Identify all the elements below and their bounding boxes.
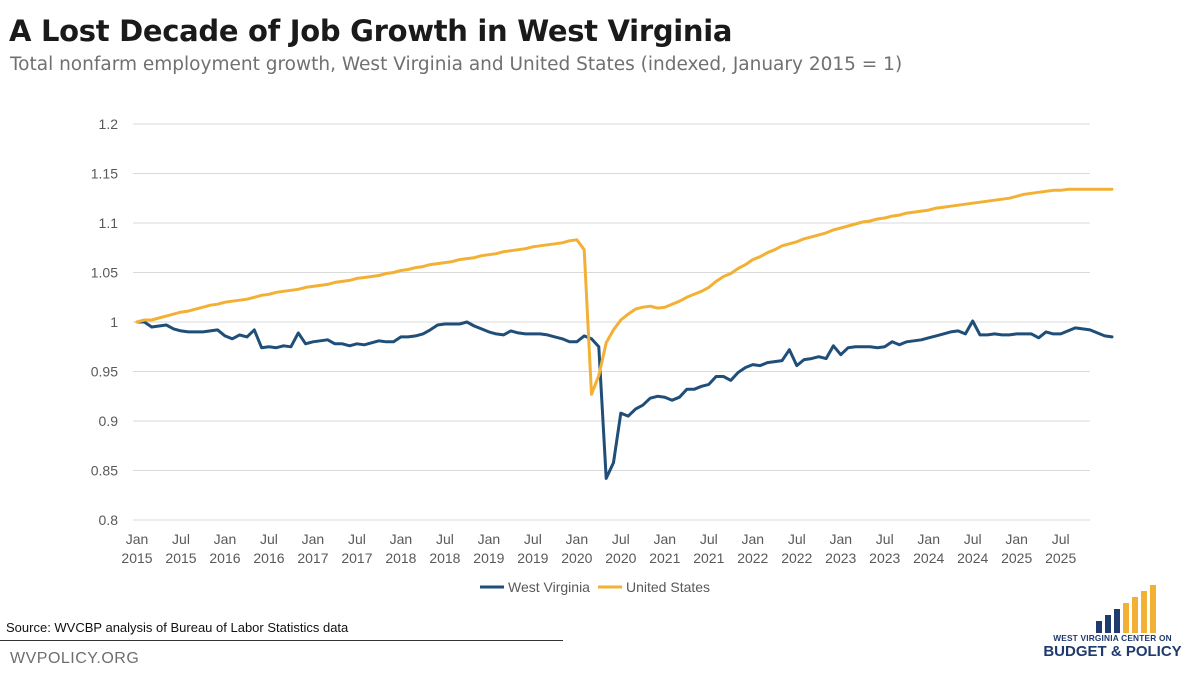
y-tick-label: 1.1: [99, 215, 119, 231]
y-tick-label: 0.95: [91, 364, 118, 380]
chart-title: A Lost Decade of Job Growth in West Virg…: [9, 14, 733, 48]
x-tick-label-year: 2025: [1045, 550, 1076, 566]
source-divider: [0, 640, 563, 641]
x-tick-label-month: Jul: [964, 531, 982, 547]
x-tick-label-year: 2016: [253, 550, 284, 566]
x-tick-label-month: Jan: [917, 531, 940, 547]
x-tick-label-month: Jul: [436, 531, 454, 547]
x-tick-label-year: 2023: [869, 550, 900, 566]
x-tick-label-year: 2021: [693, 550, 724, 566]
line-chart: 1.2 1.15 1.1 1.05 1 0.95 0.9 0.85 0.8 Jan 2015 Jul 2…: [91, 116, 1114, 595]
x-tick-label-year: 2020: [605, 550, 636, 566]
y-tick-label: 1: [110, 314, 118, 330]
x-tick-label-month: Jan: [566, 531, 589, 547]
x-tick-label-year: 2017: [341, 550, 372, 566]
x-tick-label-month: Jan: [390, 531, 413, 547]
y-tick-label: 0.85: [91, 463, 118, 479]
x-tick-label-month: Jul: [1052, 531, 1070, 547]
x-tick-label-year: 2024: [957, 550, 988, 566]
x-tick-label-month: Jul: [260, 531, 278, 547]
legend-label-united-states: United States: [626, 579, 710, 595]
x-tick-label-month: Jan: [478, 531, 501, 547]
legend-label-west-virginia: West Virginia: [508, 579, 590, 595]
x-tick-label-year: 2023: [825, 550, 856, 566]
x-tick-label-year: 2016: [209, 550, 240, 566]
x-tick-label-year: 2018: [385, 550, 416, 566]
x-tick-label-year: 2019: [473, 550, 504, 566]
x-tick-label-month: Jul: [172, 531, 190, 547]
x-tick-label-year: 2022: [781, 550, 812, 566]
x-tick-label-month: Jul: [700, 531, 718, 547]
x-tick-label-year: 2015: [121, 550, 152, 566]
y-tick-label: 1.2: [99, 116, 119, 132]
x-tick-label-month: Jul: [348, 531, 366, 547]
x-tick-label-year: 2017: [297, 550, 328, 566]
x-tick-label-month: Jan: [214, 531, 237, 547]
chart-subtitle: Total nonfarm employment growth, West Vi…: [10, 54, 903, 75]
series-line-west-virginia: [135, 319, 1114, 480]
x-tick-label-year: 2020: [561, 550, 592, 566]
x-tick-label-month: Jan: [741, 531, 764, 547]
source-note: Source: WVCBP analysis of Bureau of Labo…: [6, 620, 349, 635]
x-tick-label-month: Jan: [829, 531, 852, 547]
x-tick-label-year: 2021: [649, 550, 680, 566]
x-tick-label-year: 2019: [517, 550, 548, 566]
x-tick-label-month: Jul: [612, 531, 630, 547]
wvcbp-logo: WEST VIRGINIA CENTER ON BUDGET & POLICY: [1030, 585, 1195, 665]
x-tick-label-month: Jul: [788, 531, 806, 547]
logo-line-1: WEST VIRGINIA CENTER ON: [1053, 633, 1172, 643]
y-tick-label: 0.8: [99, 512, 119, 528]
x-tick-label-month: Jul: [876, 531, 894, 547]
x-tick-label-month: Jan: [1005, 531, 1028, 547]
series-line-united-states: [135, 187, 1114, 396]
x-tick-label-month: Jan: [302, 531, 325, 547]
x-tick-label-year: 2025: [1001, 550, 1032, 566]
x-tick-label-year: 2015: [165, 550, 196, 566]
y-tick-label: 1.15: [91, 166, 118, 182]
x-tick-label-month: Jan: [126, 531, 149, 547]
x-tick-label-year: 2024: [913, 550, 944, 566]
x-tick-label-year: 2022: [737, 550, 768, 566]
x-tick-label-year: 2018: [429, 550, 460, 566]
logo-line-2: BUDGET & POLICY: [1043, 643, 1182, 660]
logo-bars-icon: [1096, 585, 1156, 633]
y-tick-label: 0.9: [99, 413, 119, 429]
y-tick-label: 1.05: [91, 265, 118, 281]
x-tick-label-month: Jan: [654, 531, 677, 547]
website-label: WVPOLICY.ORG: [10, 650, 140, 667]
x-tick-label-month: Jul: [524, 531, 542, 547]
